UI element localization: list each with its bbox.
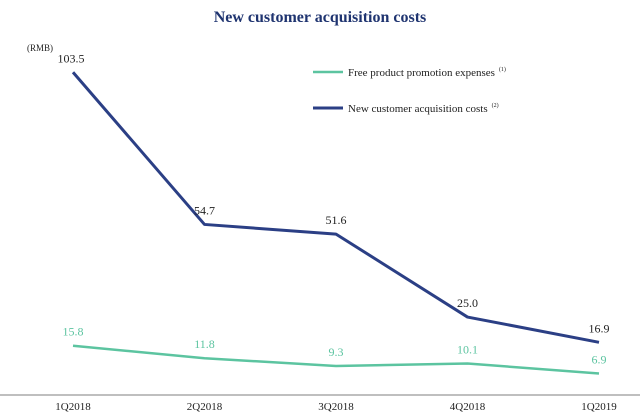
- unit-label: (RMB): [27, 43, 53, 53]
- data-label: 10.1: [457, 343, 478, 357]
- x-tick-label: 1Q2019: [581, 401, 617, 413]
- legend-footnote: (2): [492, 102, 499, 109]
- data-label: 11.8: [194, 337, 215, 351]
- x-tick-label: 3Q2018: [318, 401, 354, 413]
- data-label: 6.9: [592, 352, 607, 366]
- data-label: 54.7: [194, 203, 215, 217]
- legend: Free product promotion expenses (1) New cu…: [313, 66, 506, 115]
- chart-title: New customer acquisition costs: [214, 9, 427, 26]
- legend-label: New customer acquisition costs (2): [348, 102, 499, 115]
- data-label: 103.5: [58, 51, 85, 65]
- data-label: 9.3: [329, 345, 344, 359]
- data-label: 15.8: [63, 325, 84, 339]
- legend-footnote: (1): [499, 66, 506, 73]
- x-tick-label: 4Q2018: [450, 401, 486, 413]
- x-tick-label: 1Q2018: [55, 401, 91, 413]
- series-line: [72, 344, 600, 375]
- legend-label: Free product promotion expenses (1): [348, 66, 506, 79]
- data-label: 51.6: [326, 213, 347, 227]
- series-line: [71, 71, 600, 344]
- x-axis: 1Q2018 2Q2018 3Q2018 4Q2018 1Q2019: [0, 394, 640, 413]
- series-layer: 15.8 11.8 9.3 10.1 6.9 103.5 54.7 51.6 25.0 16.9: [58, 51, 610, 375]
- data-label: 25.0: [457, 296, 478, 310]
- data-label: 16.9: [589, 321, 610, 335]
- x-tick-label: 2Q2018: [187, 401, 223, 413]
